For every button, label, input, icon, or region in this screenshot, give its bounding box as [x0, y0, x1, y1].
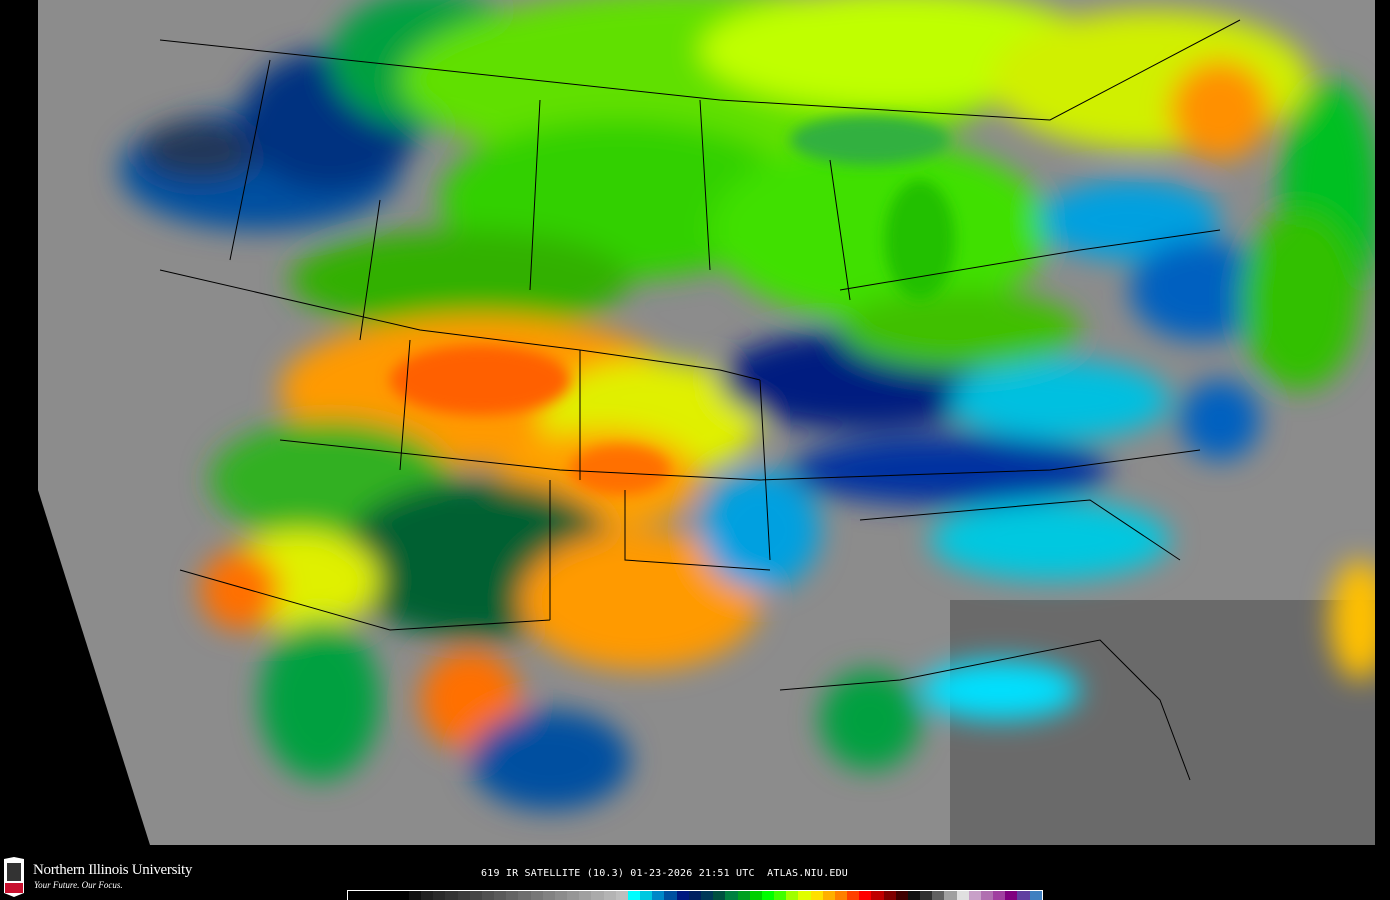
colorbar-swatch [895, 891, 908, 900]
colorbar-swatch [408, 891, 422, 900]
colorbar-swatch [567, 891, 580, 900]
colorbar-swatch [761, 891, 775, 900]
colorbar-swatch [907, 891, 921, 900]
university-name: Northern Illinois University [33, 862, 193, 878]
colorbar-swatch [664, 891, 677, 900]
colorbar-swatch [944, 891, 957, 900]
colorbar-swatch [506, 891, 519, 900]
colorbar-swatch [883, 891, 896, 900]
colorbar-swatch [421, 891, 434, 900]
colorbar-swatch [798, 891, 811, 900]
colorbar-swatch [348, 891, 361, 900]
colorbar-swatch [530, 891, 543, 900]
colorbar-swatch [968, 891, 981, 900]
colorbar-swatch [579, 891, 592, 900]
colorbar-swatch [713, 891, 726, 900]
colorbar-swatch [859, 891, 872, 900]
colorbar-swatch [956, 891, 969, 900]
colorbar-swatch [554, 891, 568, 900]
colorbar-swatch [1017, 891, 1030, 900]
colorbar-swatch [676, 891, 689, 900]
colorbar-swatch [591, 891, 604, 900]
colorbar-swatch [774, 891, 787, 900]
state-borders [159, 19, 1241, 781]
colorbar-swatch [920, 891, 933, 900]
colorbar-swatch [360, 891, 373, 900]
colorbar-swatch [847, 891, 860, 900]
colorbar-swatch [932, 891, 945, 900]
colorbar-swatch [627, 891, 641, 900]
temperature-colorbar [347, 890, 1043, 900]
colorbar-swatch [372, 891, 385, 900]
colorbar-swatch [822, 891, 835, 900]
university-tagline: Your Future. Our Focus. [34, 880, 123, 890]
colorbar-swatch [542, 891, 555, 900]
colorbar-swatch [810, 891, 823, 900]
colorbar-swatch [834, 891, 848, 900]
colorbar-swatch [700, 891, 714, 900]
ocean-area [950, 600, 1375, 845]
colorbar-swatch [737, 891, 750, 900]
colorbar-swatch [433, 891, 446, 900]
colorbar-swatch [615, 891, 628, 900]
colorbar-swatch [518, 891, 531, 900]
niu-logo [4, 857, 24, 897]
colorbar-swatch [871, 891, 884, 900]
colorbar-swatch [457, 891, 470, 900]
colorbar-swatch [652, 891, 665, 900]
colorbar-swatch [1029, 891, 1042, 900]
colorbar-swatch [603, 891, 616, 900]
colorbar-swatch [1005, 891, 1018, 900]
colorbar-swatch [396, 891, 409, 900]
colorbar-swatch [688, 891, 701, 900]
colorbar-swatch [725, 891, 738, 900]
colorbar-swatch [980, 891, 994, 900]
colorbar-swatch [786, 891, 799, 900]
colorbar-swatch [445, 891, 458, 900]
colorbar-swatch [993, 891, 1006, 900]
colorbar-swatch [469, 891, 482, 900]
colorbar-swatch [494, 891, 507, 900]
colorbar-swatch [749, 891, 762, 900]
colorbar-swatch [481, 891, 495, 900]
colorbar-swatch [640, 891, 653, 900]
image-caption: 619 IR SATELLITE (10.3) 01-23-2026 21:51… [481, 868, 849, 879]
colorbar-swatch [384, 891, 397, 900]
satellite-map [38, 0, 1375, 845]
